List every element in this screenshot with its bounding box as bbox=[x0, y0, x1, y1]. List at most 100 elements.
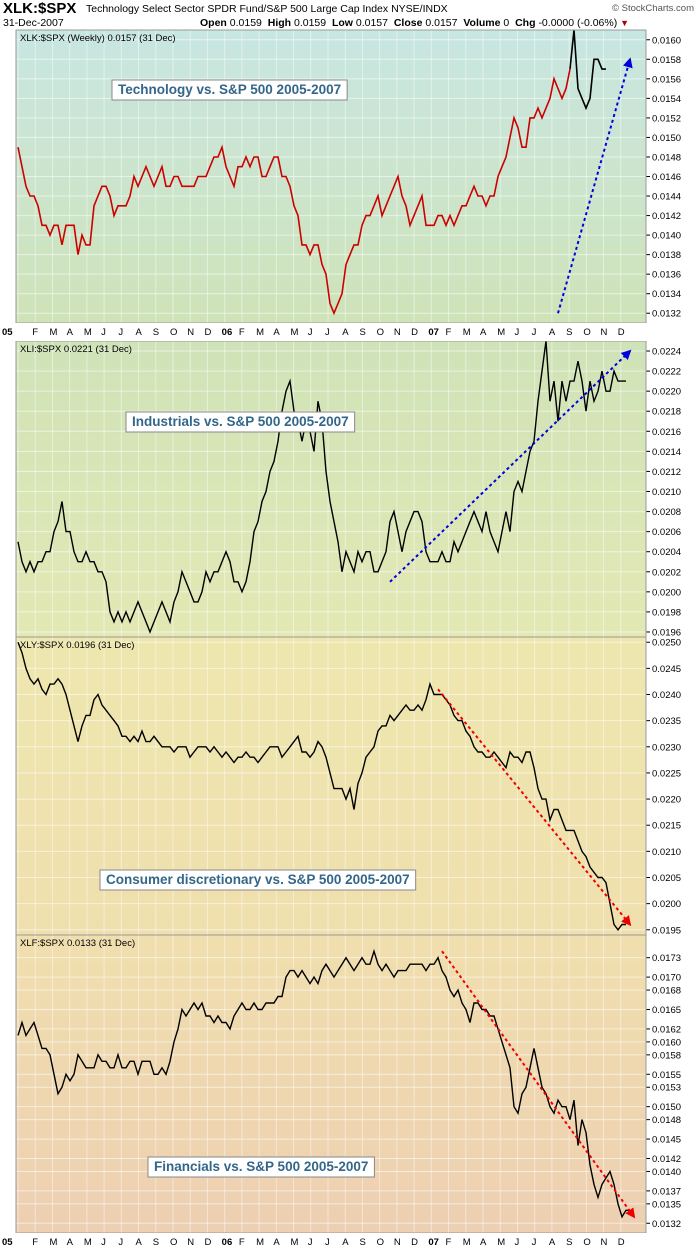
x-tick-label: J bbox=[514, 327, 519, 338]
y-tick-label: 0.0153 bbox=[652, 1083, 681, 1094]
x-tick-label: D bbox=[411, 327, 418, 338]
x-tick-label: M bbox=[291, 1237, 299, 1248]
y-tick-label: 0.0220 bbox=[652, 795, 681, 806]
x-tick-label: A bbox=[273, 327, 280, 338]
y-tick-label: 0.0132 bbox=[652, 309, 681, 320]
panel-legend: XLF:$SPX 0.0133 (31 Dec) bbox=[20, 938, 135, 949]
y-tick-label: 0.0142 bbox=[652, 211, 681, 222]
x-tick-label: A bbox=[549, 327, 556, 338]
x-tick-label: O bbox=[583, 327, 590, 338]
y-tick-label: 0.0210 bbox=[652, 487, 681, 498]
panel-legend: XLY:$SPX 0.0196 (31 Dec) bbox=[20, 640, 134, 651]
x-tick-label: O bbox=[377, 327, 384, 338]
y-tick-label: 0.0170 bbox=[652, 973, 681, 984]
y-tick-label: 0.0224 bbox=[652, 347, 681, 358]
x-tick-label: M bbox=[291, 327, 299, 338]
x-tick-label: F bbox=[446, 327, 452, 338]
y-tick-label: 0.0216 bbox=[652, 427, 681, 438]
x-tick-label: A bbox=[273, 1237, 280, 1248]
x-tick-label: D bbox=[204, 327, 211, 338]
y-tick-label: 0.0245 bbox=[652, 664, 681, 675]
x-tick-label: A bbox=[67, 1237, 74, 1248]
x-tick-label: S bbox=[153, 327, 159, 338]
x-tick-label: M bbox=[256, 327, 264, 338]
y-tick-label: 0.0140 bbox=[652, 1167, 681, 1178]
y-tick-label: 0.0150 bbox=[652, 133, 681, 144]
x-tick-label: F bbox=[239, 1237, 245, 1248]
x-tick-label: J bbox=[532, 327, 537, 338]
y-tick-label: 0.0215 bbox=[652, 821, 681, 832]
annotation-label: Consumer discretionary vs. S&P 500 2005-… bbox=[106, 872, 410, 887]
y-tick-label: 0.0198 bbox=[652, 607, 681, 618]
x-tick-label: J bbox=[514, 1237, 519, 1248]
x-tick-label: J bbox=[101, 1237, 106, 1248]
x-tick-label: A bbox=[136, 1237, 143, 1248]
y-tick-label: 0.0250 bbox=[652, 638, 681, 649]
x-tick-label: S bbox=[359, 1237, 365, 1248]
x-tick-label: M bbox=[463, 1237, 471, 1248]
x-tick-label: 07 bbox=[428, 1237, 439, 1248]
y-tick-label: 0.0152 bbox=[652, 113, 681, 124]
x-tick-label: M bbox=[49, 1237, 57, 1248]
y-tick-label: 0.0200 bbox=[652, 899, 681, 910]
x-tick-label: M bbox=[497, 1237, 505, 1248]
x-tick-label: A bbox=[342, 327, 349, 338]
x-tick-label: A bbox=[549, 1237, 556, 1248]
y-tick-label: 0.0214 bbox=[652, 447, 681, 458]
y-tick-label: 0.0160 bbox=[652, 1037, 681, 1048]
x-tick-label: A bbox=[480, 1237, 487, 1248]
y-tick-label: 0.0218 bbox=[652, 407, 681, 418]
annotation-label: Industrials vs. S&P 500 2005-2007 bbox=[132, 414, 349, 429]
x-tick-label: A bbox=[67, 327, 74, 338]
y-tick-label: 0.0156 bbox=[652, 74, 681, 85]
x-tick-label: J bbox=[325, 1237, 330, 1248]
x-tick-label: D bbox=[204, 1237, 211, 1248]
x-tick-label: M bbox=[49, 327, 57, 338]
x-tick-label: 07 bbox=[428, 327, 439, 338]
x-tick-label: J bbox=[118, 1237, 123, 1248]
panel-4: 0.01320.01350.01370.01400.01420.01450.01… bbox=[16, 935, 681, 1233]
panel-3: 0.01950.02000.02050.02100.02150.02200.02… bbox=[16, 637, 681, 936]
x-tick-label: N bbox=[601, 327, 608, 338]
y-tick-label: 0.0208 bbox=[652, 507, 681, 518]
x-tick-label: J bbox=[308, 1237, 313, 1248]
y-tick-label: 0.0160 bbox=[652, 35, 681, 46]
y-tick-label: 0.0206 bbox=[652, 527, 681, 538]
y-tick-label: 0.0146 bbox=[652, 172, 681, 183]
x-tick-label: M bbox=[256, 1237, 264, 1248]
x-tick-label: M bbox=[84, 1237, 92, 1248]
annotation-label: Technology vs. S&P 500 2005-2007 bbox=[118, 82, 341, 97]
y-tick-label: 0.0220 bbox=[652, 387, 681, 398]
x-tick-label: F bbox=[239, 327, 245, 338]
x-tick-label: J bbox=[308, 327, 313, 338]
panel-legend: XLI:$SPX 0.0221 (31 Dec) bbox=[20, 344, 132, 355]
x-tick-label: O bbox=[583, 1237, 590, 1248]
panel-1: 0.01320.01340.01360.01380.01400.01420.01… bbox=[16, 30, 681, 323]
x-tick-label: A bbox=[480, 327, 487, 338]
y-tick-label: 0.0225 bbox=[652, 768, 681, 779]
y-tick-label: 0.0195 bbox=[652, 925, 681, 936]
x-tick-label: 05 bbox=[2, 1237, 13, 1248]
x-tick-label: M bbox=[84, 327, 92, 338]
panel-legend: XLK:$SPX (Weekly) 0.0157 (31 Dec) bbox=[20, 33, 176, 44]
annotation-label: Financials vs. S&P 500 2005-2007 bbox=[154, 1159, 368, 1174]
x-tick-label: O bbox=[170, 1237, 177, 1248]
y-tick-label: 0.0155 bbox=[652, 1070, 681, 1081]
x-tick-label: 06 bbox=[222, 1237, 233, 1248]
y-tick-label: 0.0230 bbox=[652, 742, 681, 753]
y-tick-label: 0.0212 bbox=[652, 467, 681, 478]
x-tick-label: A bbox=[136, 327, 143, 338]
y-tick-label: 0.0148 bbox=[652, 1115, 681, 1126]
y-tick-label: 0.0210 bbox=[652, 847, 681, 858]
x-tick-label: N bbox=[187, 327, 194, 338]
y-tick-label: 0.0235 bbox=[652, 716, 681, 727]
y-tick-label: 0.0240 bbox=[652, 690, 681, 701]
x-tick-label: J bbox=[118, 327, 123, 338]
y-tick-label: 0.0168 bbox=[652, 986, 681, 997]
x-tick-label: A bbox=[342, 1237, 349, 1248]
x-tick-label: J bbox=[532, 1237, 537, 1248]
y-tick-label: 0.0200 bbox=[652, 587, 681, 598]
x-tick-label: S bbox=[566, 1237, 572, 1248]
y-tick-label: 0.0132 bbox=[652, 1219, 681, 1230]
